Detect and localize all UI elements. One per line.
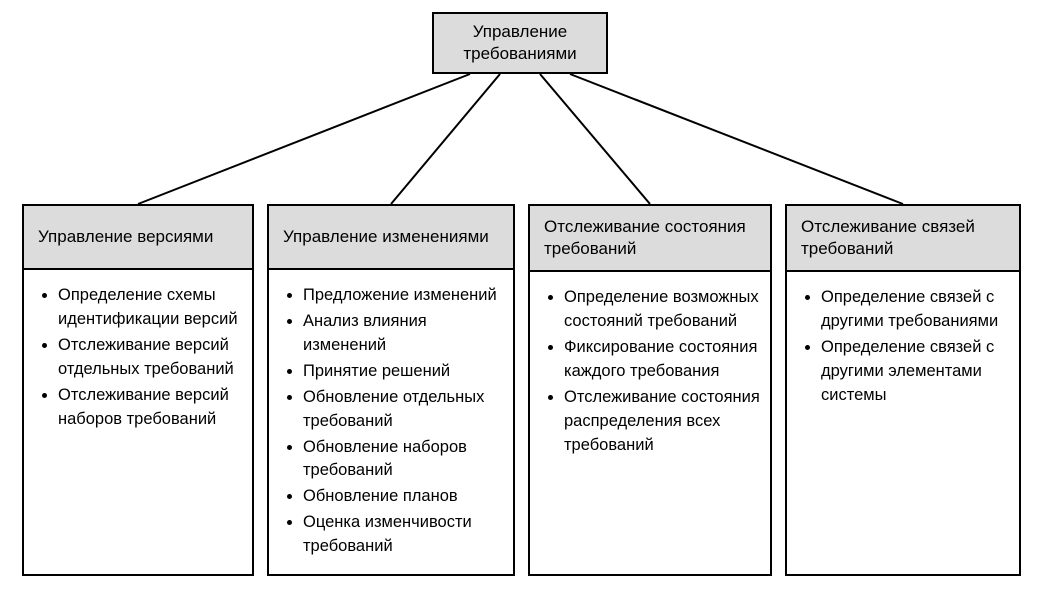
list-item: Фиксирование состояния каждого требовани… bbox=[564, 336, 760, 384]
child-node-status-tracking: Отслеживание состояния требований Определ… bbox=[528, 204, 772, 576]
diagram-canvas: Управлениетребованиями Управление версия… bbox=[0, 0, 1044, 594]
list-item: Обновление планов bbox=[303, 485, 503, 509]
child-body: Определение схемы идентификации версийОт… bbox=[24, 270, 252, 448]
item-list: Определение связей с другими требованиям… bbox=[801, 286, 1009, 408]
child-header: Отслеживание состояния требований bbox=[530, 206, 770, 272]
child-header: Управление изменениями bbox=[269, 206, 513, 270]
child-header: Отслеживание связей требований bbox=[787, 206, 1019, 272]
child-node-link-tracking: Отслеживание связей требований Определени… bbox=[785, 204, 1021, 576]
root-node: Управлениетребованиями bbox=[432, 12, 608, 74]
list-item: Определение связей с другими требованиям… bbox=[821, 286, 1009, 334]
list-item: Отслеживание версий отдельных требований bbox=[58, 334, 242, 382]
list-item: Определение возможных состояний требован… bbox=[564, 286, 760, 334]
child-node-change-management: Управление изменениями Предложение измене… bbox=[267, 204, 515, 576]
list-item: Обновление отдельных требований bbox=[303, 386, 503, 434]
root-label: Управлениетребованиями bbox=[463, 21, 576, 65]
item-list: Определение схемы идентификации версийОт… bbox=[38, 284, 242, 432]
list-item: Оценка изменчивости требований bbox=[303, 511, 503, 559]
list-item: Определение схемы идентификации версий bbox=[58, 284, 242, 332]
list-item: Принятие решений bbox=[303, 360, 503, 384]
list-item: Обновление наборов требований bbox=[303, 436, 503, 484]
list-item: Отслеживание состояния распределения все… bbox=[564, 386, 760, 458]
list-item: Определение связей с другими элементами … bbox=[821, 336, 1009, 408]
child-body: Определение связей с другими требованиям… bbox=[787, 272, 1019, 424]
child-node-version-control: Управление версиями Определение схемы иде… bbox=[22, 204, 254, 576]
child-body: Предложение измененийАнализ влияния изме… bbox=[269, 270, 513, 575]
child-header: Управление версиями bbox=[24, 206, 252, 270]
item-list: Определение возможных состояний требован… bbox=[544, 286, 760, 457]
child-body: Определение возможных состояний требован… bbox=[530, 272, 770, 473]
list-item: Анализ влияния изменений bbox=[303, 310, 503, 358]
item-list: Предложение измененийАнализ влияния изме… bbox=[283, 284, 503, 559]
list-item: Отслеживание версий наборов требований bbox=[58, 384, 242, 432]
list-item: Предложение изменений bbox=[303, 284, 503, 308]
